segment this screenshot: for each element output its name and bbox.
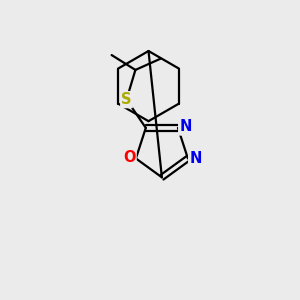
Text: S: S: [121, 92, 132, 107]
Text: O: O: [123, 150, 136, 165]
Text: N: N: [189, 151, 202, 166]
Text: N: N: [179, 119, 192, 134]
